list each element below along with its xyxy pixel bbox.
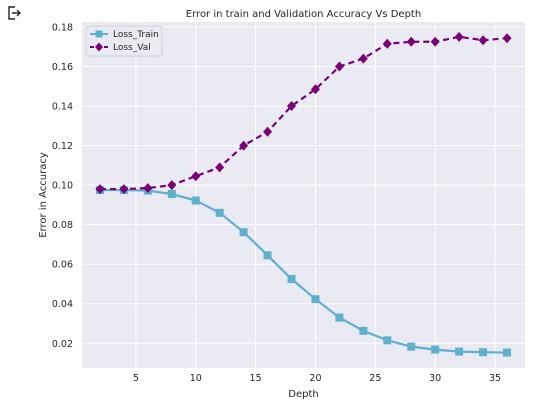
legend-label-loss-train: Loss_Train xyxy=(113,30,159,40)
data-point-loss-train xyxy=(167,190,176,199)
data-point-loss-train xyxy=(503,348,512,357)
data-point-loss-val xyxy=(95,184,105,195)
data-point-loss-val xyxy=(502,33,512,44)
data-point-loss-val xyxy=(239,140,249,151)
data-point-loss-val xyxy=(358,53,368,64)
legend: Loss_Train Loss_Val xyxy=(85,25,163,57)
data-point-loss-val xyxy=(478,35,488,46)
data-point-loss-val xyxy=(143,183,153,194)
data-point-loss-train xyxy=(335,313,344,322)
chart-title: Error in train and Validation Accuracy V… xyxy=(186,9,421,20)
y-tick-label: 0.12 xyxy=(52,141,73,152)
data-point-loss-val xyxy=(310,84,320,95)
y-tick-label: 0.04 xyxy=(52,299,73,310)
x-tick-label: 25 xyxy=(369,373,381,384)
x-axis-label: Depth xyxy=(288,389,318,400)
x-tick-label: 20 xyxy=(309,373,321,384)
legend-label-loss-val: Loss_Val xyxy=(113,43,151,53)
data-point-loss-val xyxy=(119,184,129,195)
data-point-loss-val xyxy=(191,171,201,182)
series-line-loss-val xyxy=(99,35,508,191)
data-point-loss-train xyxy=(359,326,368,335)
data-point-loss-train xyxy=(287,275,296,284)
data-point-loss-val xyxy=(406,36,416,47)
legend-marker-loss-val xyxy=(95,42,103,52)
data-point-loss-val xyxy=(430,36,440,47)
x-tick-label: 10 xyxy=(190,373,202,384)
y-tick-label: 0.08 xyxy=(52,220,73,231)
x-tick-labels: 5 10 15 20 25 30 35 xyxy=(133,373,501,384)
y-tick-label: 0.02 xyxy=(52,339,73,350)
y-tick-label: 0.10 xyxy=(52,181,73,192)
legend-marker-loss-train xyxy=(95,30,103,38)
x-tick-label: 15 xyxy=(250,373,262,384)
data-point-loss-train xyxy=(479,348,488,357)
y-tick-labels: 0.02 0.04 0.06 0.08 0.10 0.12 0.14 0.16 0.18 xyxy=(52,22,73,349)
data-point-loss-train xyxy=(191,196,200,205)
data-point-loss-val xyxy=(263,126,273,137)
plot-background xyxy=(82,22,525,368)
data-point-loss-val xyxy=(287,101,297,112)
data-point-loss-val xyxy=(382,38,392,49)
grid xyxy=(82,22,525,368)
data-point-loss-val xyxy=(215,162,225,173)
y-tick-label: 0.16 xyxy=(52,62,73,73)
y-tick-label: 0.06 xyxy=(52,260,73,271)
data-point-loss-train xyxy=(383,336,392,345)
x-tick-label: 30 xyxy=(429,373,441,384)
data-point-loss-train xyxy=(215,208,224,217)
series-layer xyxy=(95,31,512,357)
x-tick-label: 5 xyxy=(133,373,139,384)
data-point-loss-val xyxy=(167,180,177,191)
data-point-loss-val xyxy=(334,61,344,72)
data-point-loss-train xyxy=(239,228,248,237)
y-axis-label: Error in Accuracy xyxy=(38,152,49,238)
data-point-loss-val xyxy=(454,31,464,42)
y-tick-label: 0.14 xyxy=(52,102,73,113)
data-point-loss-train xyxy=(311,295,320,304)
x-tick-label: 35 xyxy=(489,373,501,384)
y-tick-label: 0.18 xyxy=(52,22,73,33)
exit-icon[interactable] xyxy=(6,5,22,21)
data-point-loss-train xyxy=(407,342,416,351)
data-point-loss-train xyxy=(263,251,272,260)
data-point-loss-train xyxy=(431,345,440,354)
data-point-loss-train xyxy=(455,347,464,356)
